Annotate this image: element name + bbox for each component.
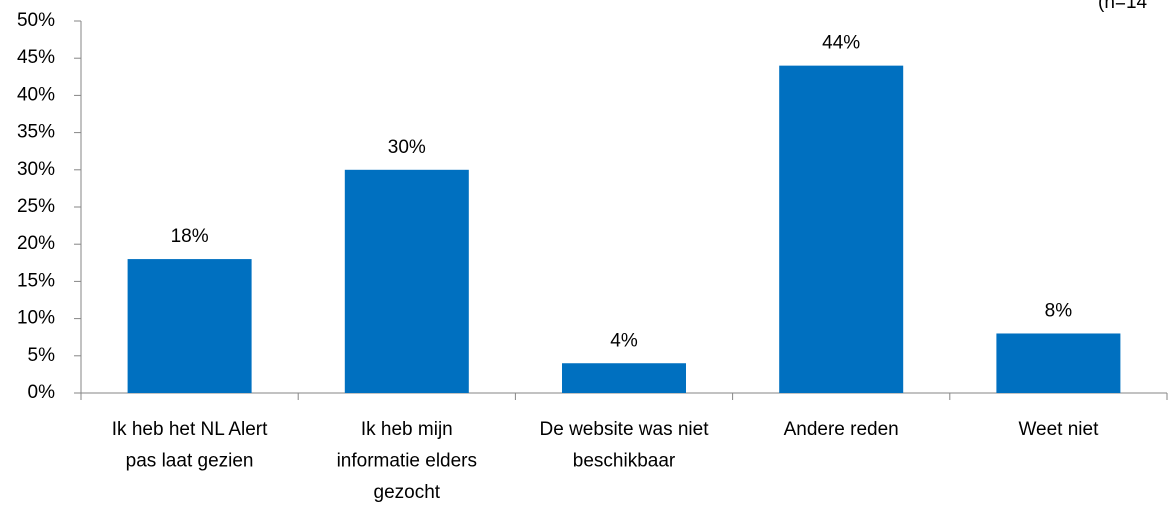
y-tick-label: 30% <box>17 159 55 180</box>
data-label: 30% <box>388 137 426 158</box>
bar <box>127 259 252 393</box>
x-tick-label-line: Ik heb het NL Alert <box>112 419 268 440</box>
x-tick-label-line: Andere reden <box>784 419 899 440</box>
x-tick-label: Andere reden <box>784 419 899 440</box>
x-tick-label-line: gezocht <box>374 482 441 503</box>
y-tick-label: 40% <box>17 84 55 105</box>
x-tick-label: De website was niet beschikbaar <box>540 419 710 472</box>
x-tick-label: Ik heb het NL Alert pas laat gezien <box>112 419 268 472</box>
x-tick-label: Weet niet <box>1018 419 1099 440</box>
annotation: (n=14 <box>1098 0 1148 13</box>
bar <box>562 363 686 393</box>
y-tick-label: 15% <box>17 270 55 291</box>
y-tick-label: 10% <box>17 308 55 329</box>
bar <box>996 333 1121 393</box>
x-tick-label-line: informatie elders <box>337 451 477 472</box>
x-tick-label-line: Weet niet <box>1018 419 1099 440</box>
data-label: 8% <box>1045 300 1073 321</box>
x-tick-label: Ik heb mijn informatie elders gezocht <box>337 419 477 503</box>
x-tick-label-line: pas laat gezien <box>126 451 254 472</box>
y-tick-label: 45% <box>17 47 55 68</box>
bar <box>344 169 469 393</box>
data-label: 4% <box>610 330 638 351</box>
x-tick-label-line: Ik heb mijn <box>361 419 453 440</box>
y-tick-label: 25% <box>17 196 55 217</box>
y-tick-label: 35% <box>17 122 55 143</box>
data-label: 18% <box>171 226 209 247</box>
y-tick-label: 50% <box>17 10 55 31</box>
y-tick-label: 5% <box>28 345 56 366</box>
data-label: 44% <box>822 33 860 54</box>
x-tick-label-line: De website was niet <box>540 419 710 440</box>
x-tick-label-line: beschikbaar <box>573 451 676 472</box>
y-tick-label: 20% <box>17 233 55 254</box>
y-tick-label: 0% <box>28 382 56 403</box>
bar <box>779 65 904 393</box>
